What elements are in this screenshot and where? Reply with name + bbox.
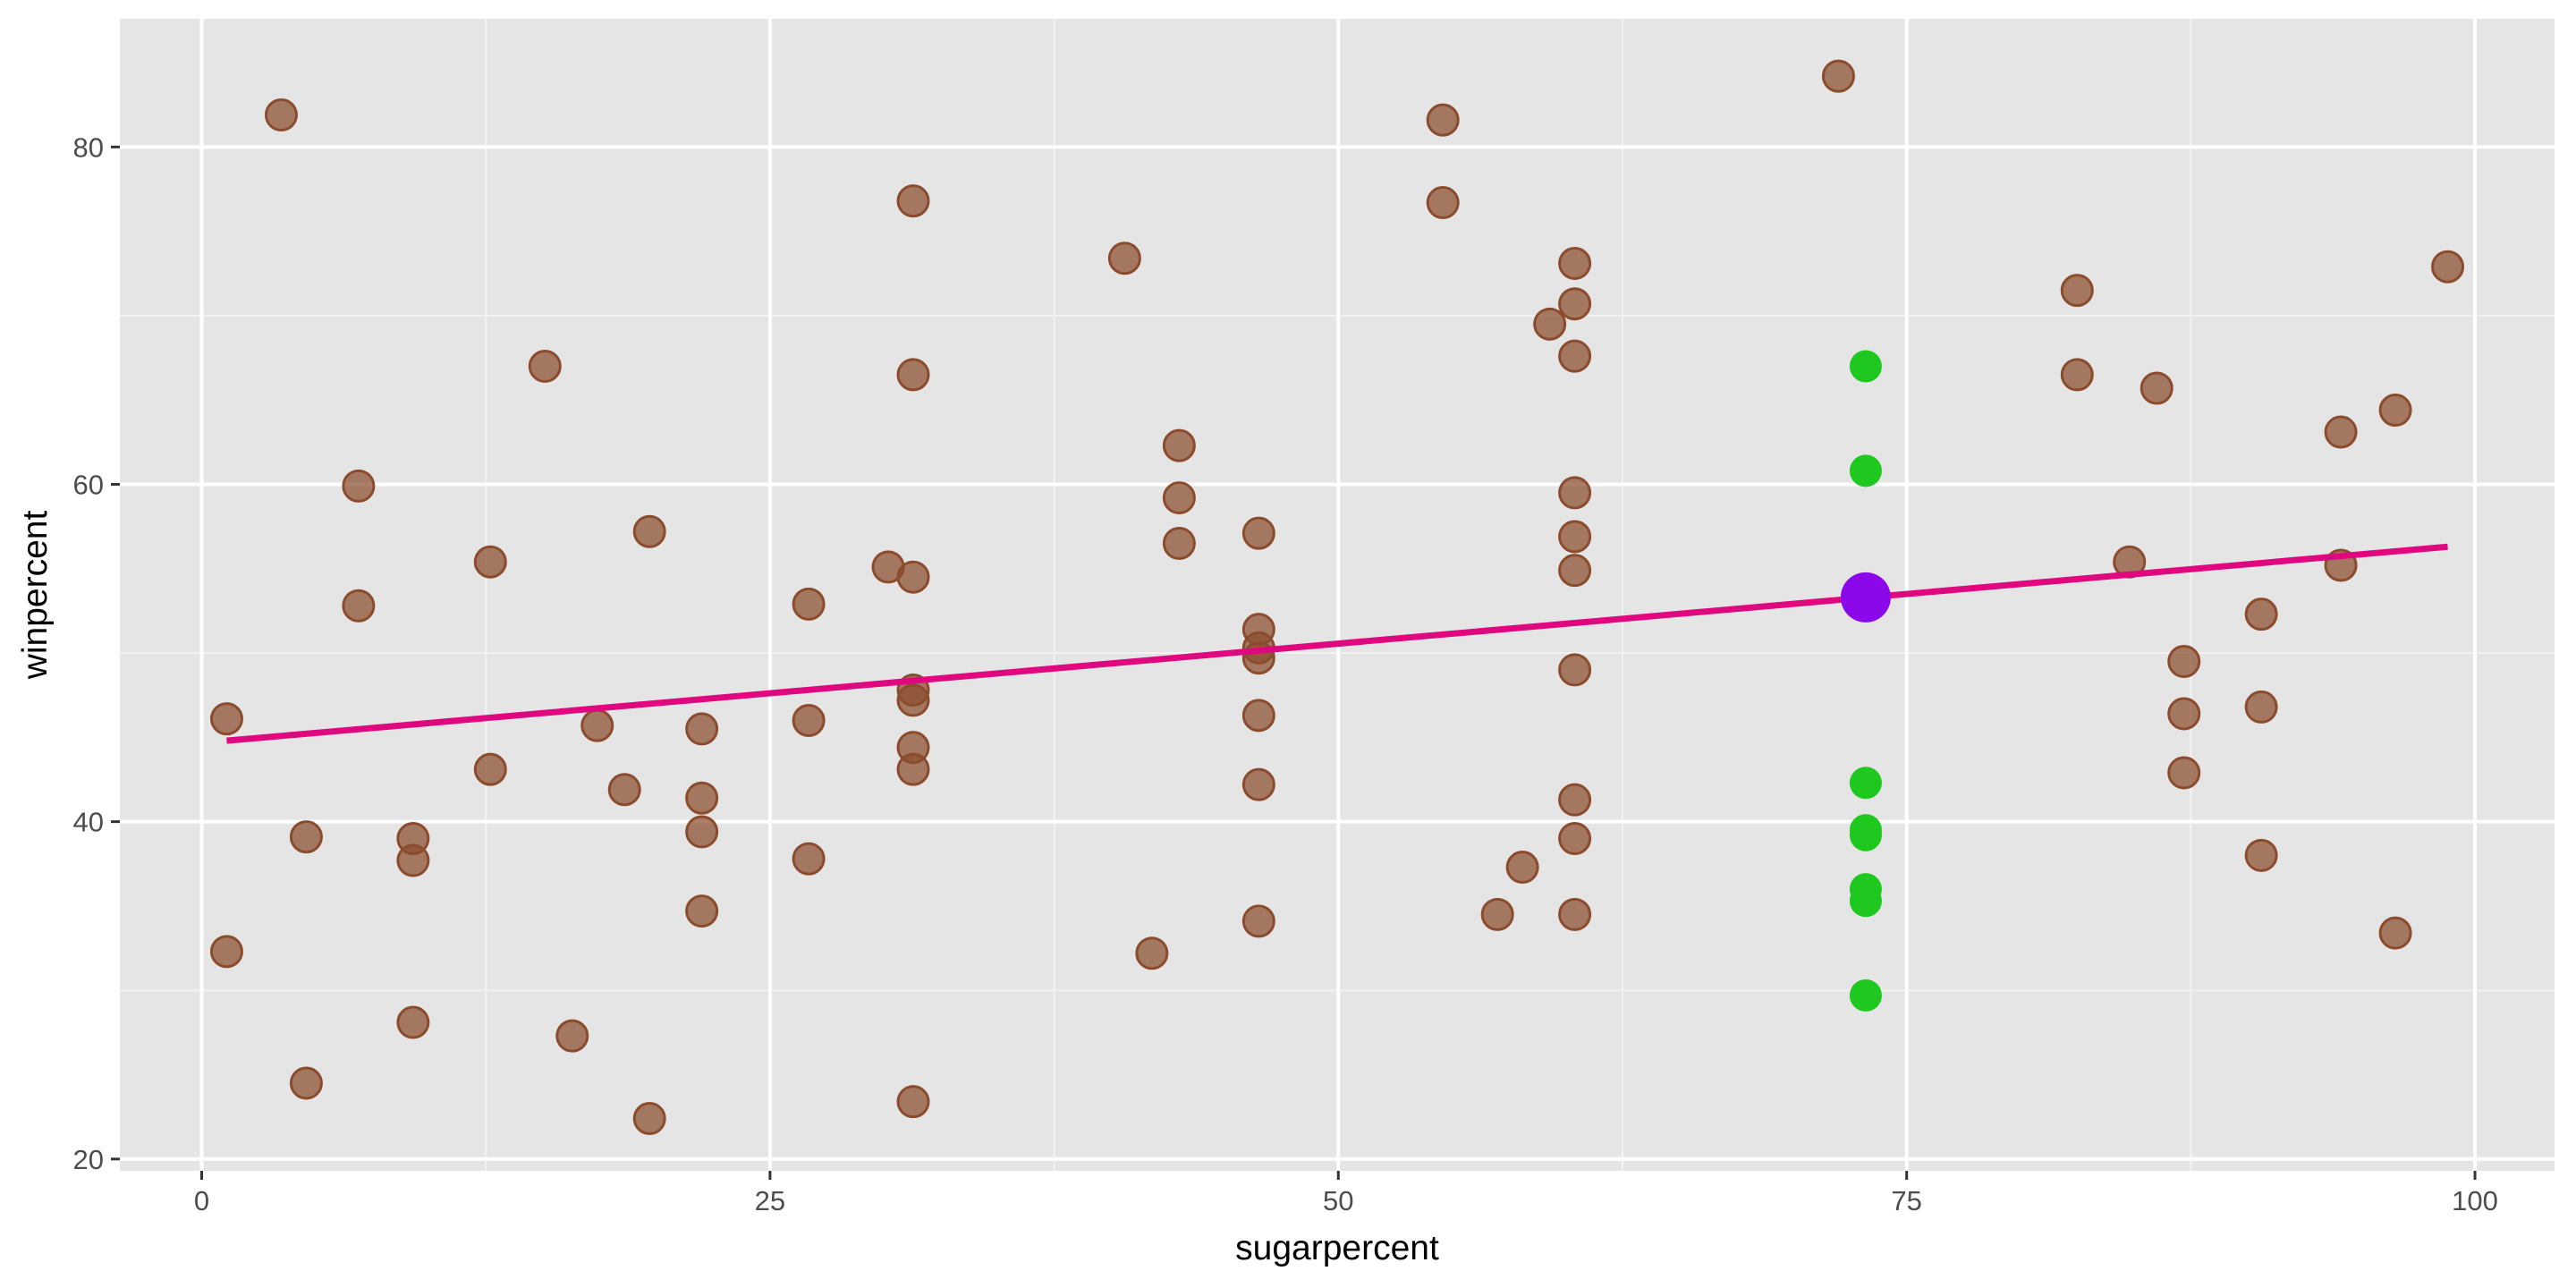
data-point <box>1162 428 1196 462</box>
data-point <box>264 97 298 131</box>
data-point <box>396 843 430 877</box>
data-point <box>685 894 719 928</box>
data-point <box>792 842 826 876</box>
data-point <box>1558 821 1592 855</box>
axis-ticks <box>111 145 2477 1180</box>
x-tick-label: 0 <box>194 1185 209 1216</box>
data-point <box>2060 358 2094 392</box>
data-point <box>473 752 507 786</box>
data-point <box>1241 767 1275 801</box>
y-tick-label: 80 <box>73 131 104 163</box>
highlighted-points <box>1840 350 1891 1012</box>
data-point <box>2431 250 2465 284</box>
data-point <box>2244 597 2278 631</box>
data-point <box>1558 246 1592 280</box>
highlight-point <box>1849 979 1882 1012</box>
data-point <box>792 703 826 737</box>
data-point <box>1107 242 1141 275</box>
data-point <box>685 815 719 849</box>
tick-labels: 0 25 50 75 100 20 40 60 80 <box>73 131 2498 1216</box>
data-point <box>1162 526 1196 560</box>
data-point <box>555 1019 589 1053</box>
data-point <box>1241 699 1275 733</box>
data-point <box>342 469 376 503</box>
data-point <box>473 545 507 579</box>
data-point <box>685 712 719 746</box>
data-point <box>1426 103 1460 137</box>
y-axis-title: winpercent <box>16 511 55 681</box>
data-point <box>2324 415 2358 449</box>
data-point <box>209 935 243 969</box>
data-point <box>632 1102 666 1136</box>
data-points <box>209 59 2465 1136</box>
x-tick-label: 25 <box>755 1185 785 1216</box>
highlight-point <box>1849 454 1882 487</box>
highlight-point <box>1849 885 1882 918</box>
data-point <box>1558 783 1592 817</box>
regression-line-layer <box>226 543 2448 744</box>
data-point <box>896 683 930 717</box>
highlight-mean-point <box>1840 572 1891 623</box>
y-tick-label: 20 <box>73 1144 104 1175</box>
data-point <box>896 560 930 594</box>
data-point <box>209 702 243 736</box>
data-point <box>1558 897 1592 931</box>
y-tick-label: 60 <box>73 469 104 500</box>
x-tick-label: 50 <box>1323 1185 1353 1216</box>
y-tick-label: 40 <box>73 807 104 838</box>
data-point <box>896 1085 930 1119</box>
data-point <box>896 184 930 218</box>
data-point <box>632 514 666 548</box>
data-point <box>289 1066 323 1100</box>
data-point <box>528 349 562 383</box>
data-point <box>2167 697 2201 731</box>
data-point <box>1135 936 1169 970</box>
data-point <box>289 820 323 854</box>
data-point <box>342 589 376 623</box>
data-point <box>1241 904 1275 938</box>
data-point <box>2140 371 2174 405</box>
data-point <box>2378 916 2412 950</box>
data-point <box>607 773 641 807</box>
x-tick-label: 75 <box>1891 1185 1921 1216</box>
data-point <box>792 587 826 621</box>
highlight-point <box>1849 350 1882 383</box>
data-point <box>1558 476 1592 510</box>
data-point <box>1558 287 1592 321</box>
data-point <box>1426 186 1460 220</box>
data-point <box>1241 516 1275 550</box>
data-point <box>2167 756 2201 790</box>
data-point <box>2060 274 2094 308</box>
x-tick-label: 100 <box>2452 1185 2498 1216</box>
data-point <box>896 358 930 392</box>
x-axis-title: sugarpercent <box>1235 1229 1439 1267</box>
data-point <box>1558 520 1592 554</box>
regression-line <box>226 543 2448 744</box>
data-point <box>580 708 614 742</box>
data-point <box>2167 644 2201 678</box>
data-point <box>2244 838 2278 872</box>
data-point <box>1480 897 1514 931</box>
highlight-point <box>1849 818 1882 852</box>
data-point <box>685 781 719 815</box>
data-point <box>1162 481 1196 515</box>
data-point <box>1533 307 1567 341</box>
data-point <box>1821 59 1855 93</box>
data-point <box>1558 339 1592 373</box>
data-point <box>396 1005 430 1039</box>
data-point <box>2378 394 2412 428</box>
data-point <box>1505 851 1539 885</box>
data-point <box>1558 554 1592 588</box>
highlight-point <box>1849 767 1882 800</box>
data-point <box>2244 690 2278 724</box>
data-point <box>1558 653 1592 687</box>
data-point <box>896 752 930 786</box>
